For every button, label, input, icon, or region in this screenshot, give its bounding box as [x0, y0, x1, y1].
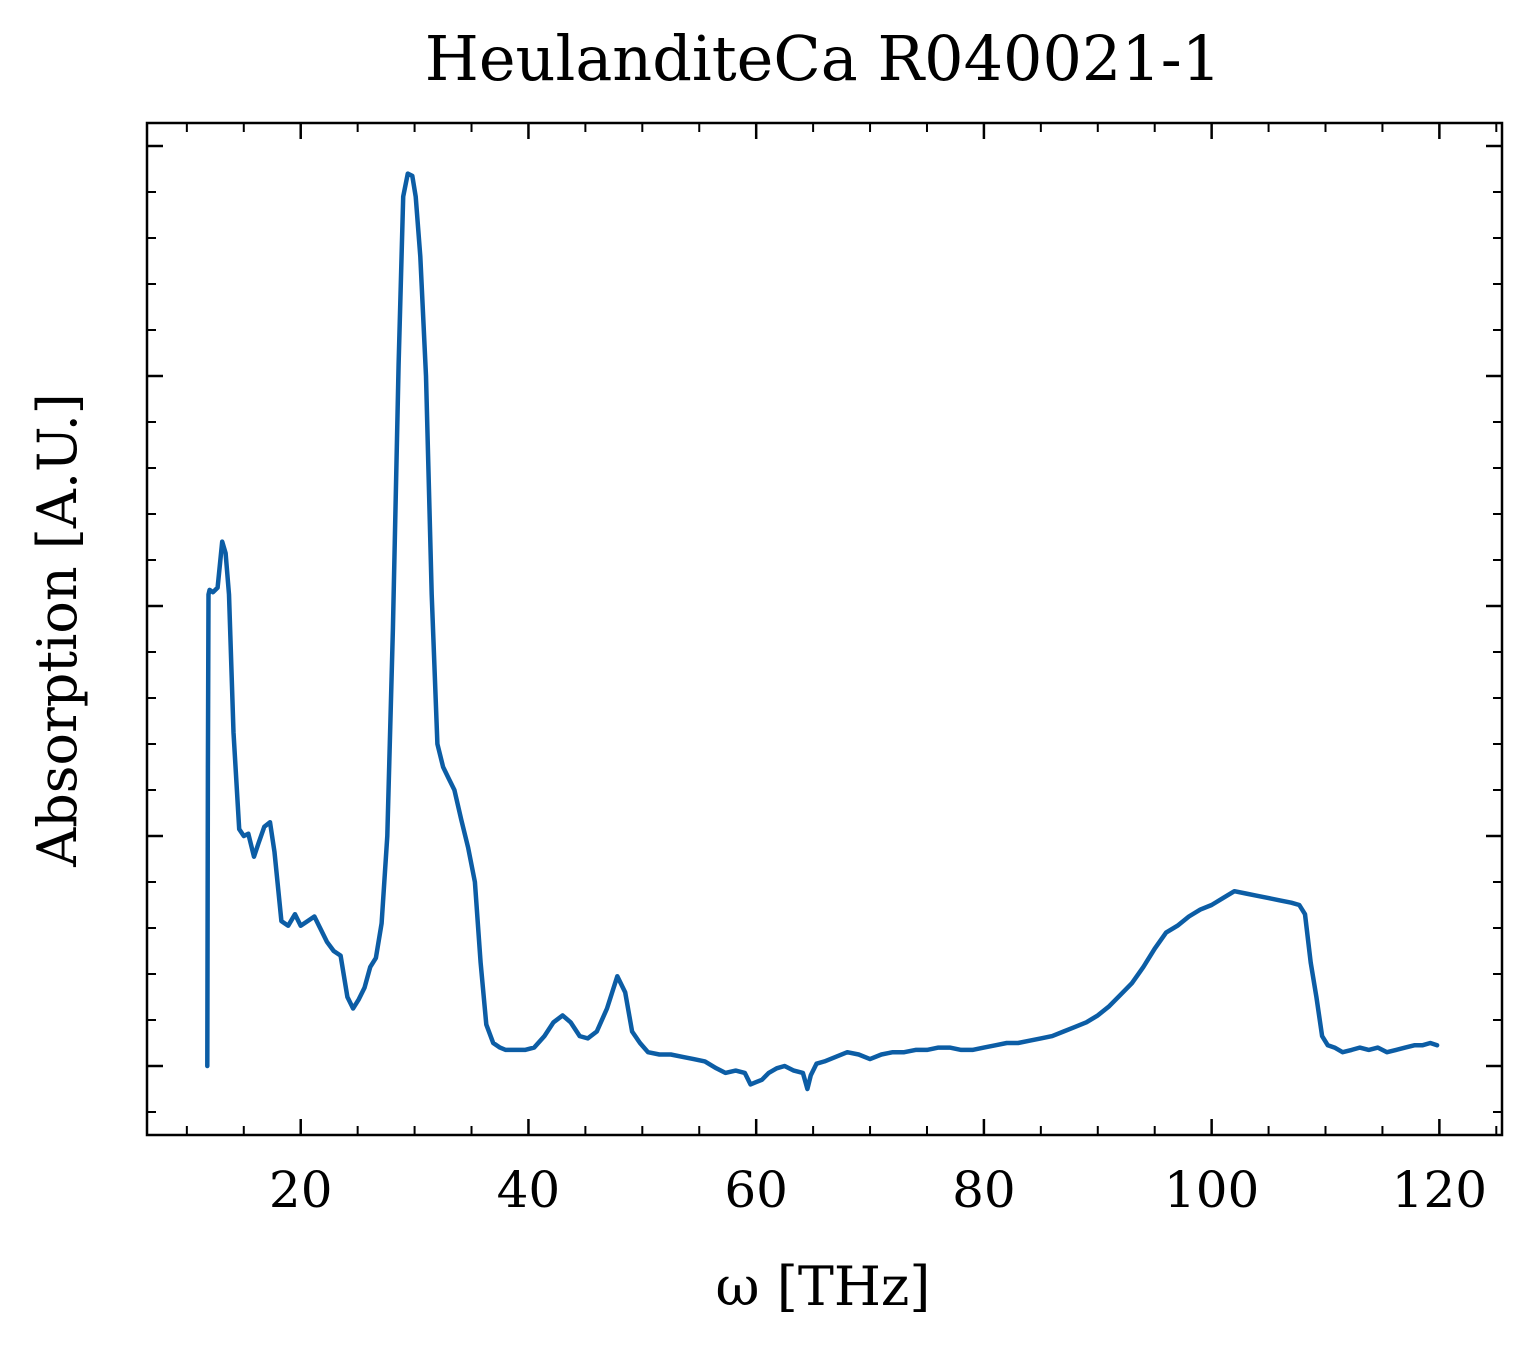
x-tick-label: 40	[497, 1161, 561, 1219]
y-axis-label: Absorption [A.U.]	[26, 393, 89, 868]
x-tick-label: 120	[1392, 1161, 1487, 1219]
series-line-0	[205, 171, 1440, 1092]
plot-area: 20 40 60 80 100 120	[145, 121, 1504, 1219]
x-tick-label: 80	[952, 1161, 1016, 1219]
x-axis-label: ω [THz]	[716, 1255, 931, 1318]
x-tick-label: 20	[269, 1161, 333, 1219]
x-tick-label: 60	[724, 1161, 788, 1219]
chart-title: HeulanditeCa R040021-1	[425, 22, 1221, 95]
x-tick-label: 100	[1164, 1161, 1259, 1219]
plot-frame	[145, 121, 1504, 1137]
